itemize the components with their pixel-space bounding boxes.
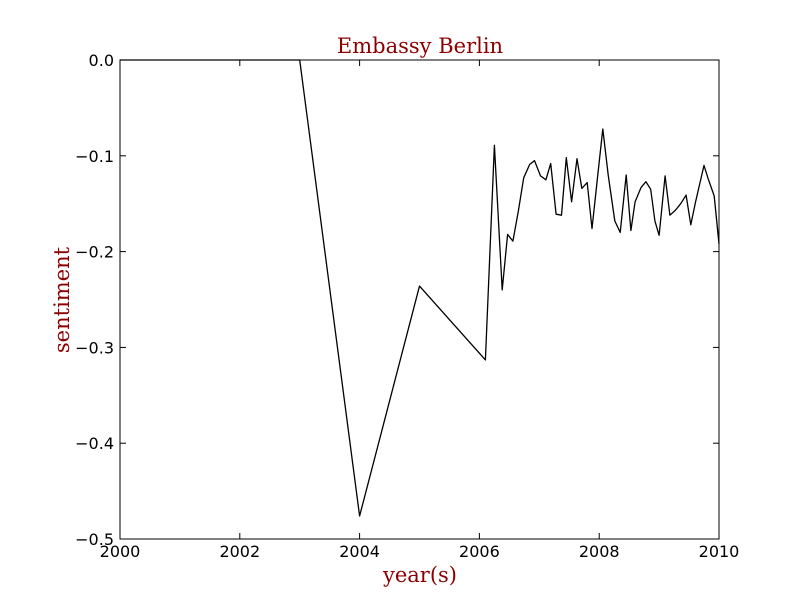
- x-tick-label: 2004: [339, 542, 380, 561]
- x-tick-label: 2008: [579, 542, 620, 561]
- y-axis-label: sentiment: [50, 246, 74, 353]
- y-tick-label: −0.3: [75, 338, 114, 357]
- plot-area: [120, 60, 719, 539]
- y-tick-label: −0.1: [75, 147, 114, 166]
- x-axis-ticks: 2000 2002 2004 2006 2008 2010: [100, 60, 740, 561]
- x-axis-label: year(s): [382, 563, 457, 587]
- series-line: [120, 59, 720, 517]
- plot-frame: [119, 59, 720, 540]
- x-tick-label: 2000: [100, 542, 141, 561]
- y-axis-ticks: 0.0 −0.1 −0.2 −0.3 −0.4 −0.5: [75, 51, 719, 549]
- x-tick-label: 2002: [219, 542, 260, 561]
- chart-title: Embassy Berlin: [337, 34, 503, 58]
- y-tick-label: −0.5: [75, 530, 114, 549]
- x-tick-label: 2010: [699, 542, 740, 561]
- x-tick-label: 2006: [459, 542, 500, 561]
- series-layer: [120, 59, 720, 517]
- y-tick-label: −0.2: [75, 243, 114, 262]
- y-tick-label: −0.4: [75, 434, 114, 453]
- y-tick-label: 0.0: [89, 51, 114, 70]
